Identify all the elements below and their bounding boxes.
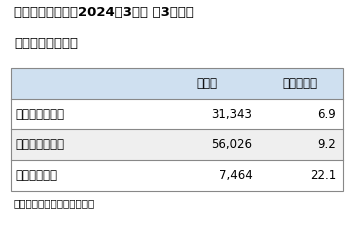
- Text: パフォーマンス: パフォーマンス: [16, 108, 65, 121]
- Text: 31,343: 31,343: [211, 108, 252, 121]
- Text: 7,464: 7,464: [219, 169, 252, 182]
- Text: ゴールドウイン、2024年3月期 第3四半期: ゴールドウイン、2024年3月期 第3四半期: [14, 6, 194, 19]
- Text: 22.1: 22.1: [310, 169, 336, 182]
- Text: 単位は百万円。増減率は％。: 単位は百万円。増減率は％。: [14, 199, 95, 209]
- Text: 事業区分別売上高: 事業区分別売上高: [14, 37, 78, 50]
- Text: ファッション: ファッション: [16, 169, 58, 182]
- Text: 9.2: 9.2: [317, 138, 336, 151]
- Text: 56,026: 56,026: [211, 138, 252, 151]
- Text: 売上高: 売上高: [196, 77, 217, 90]
- Text: （増減率）: （増減率）: [282, 77, 317, 90]
- Text: 6.9: 6.9: [317, 108, 336, 121]
- Text: ライフスタイル: ライフスタイル: [16, 138, 65, 151]
